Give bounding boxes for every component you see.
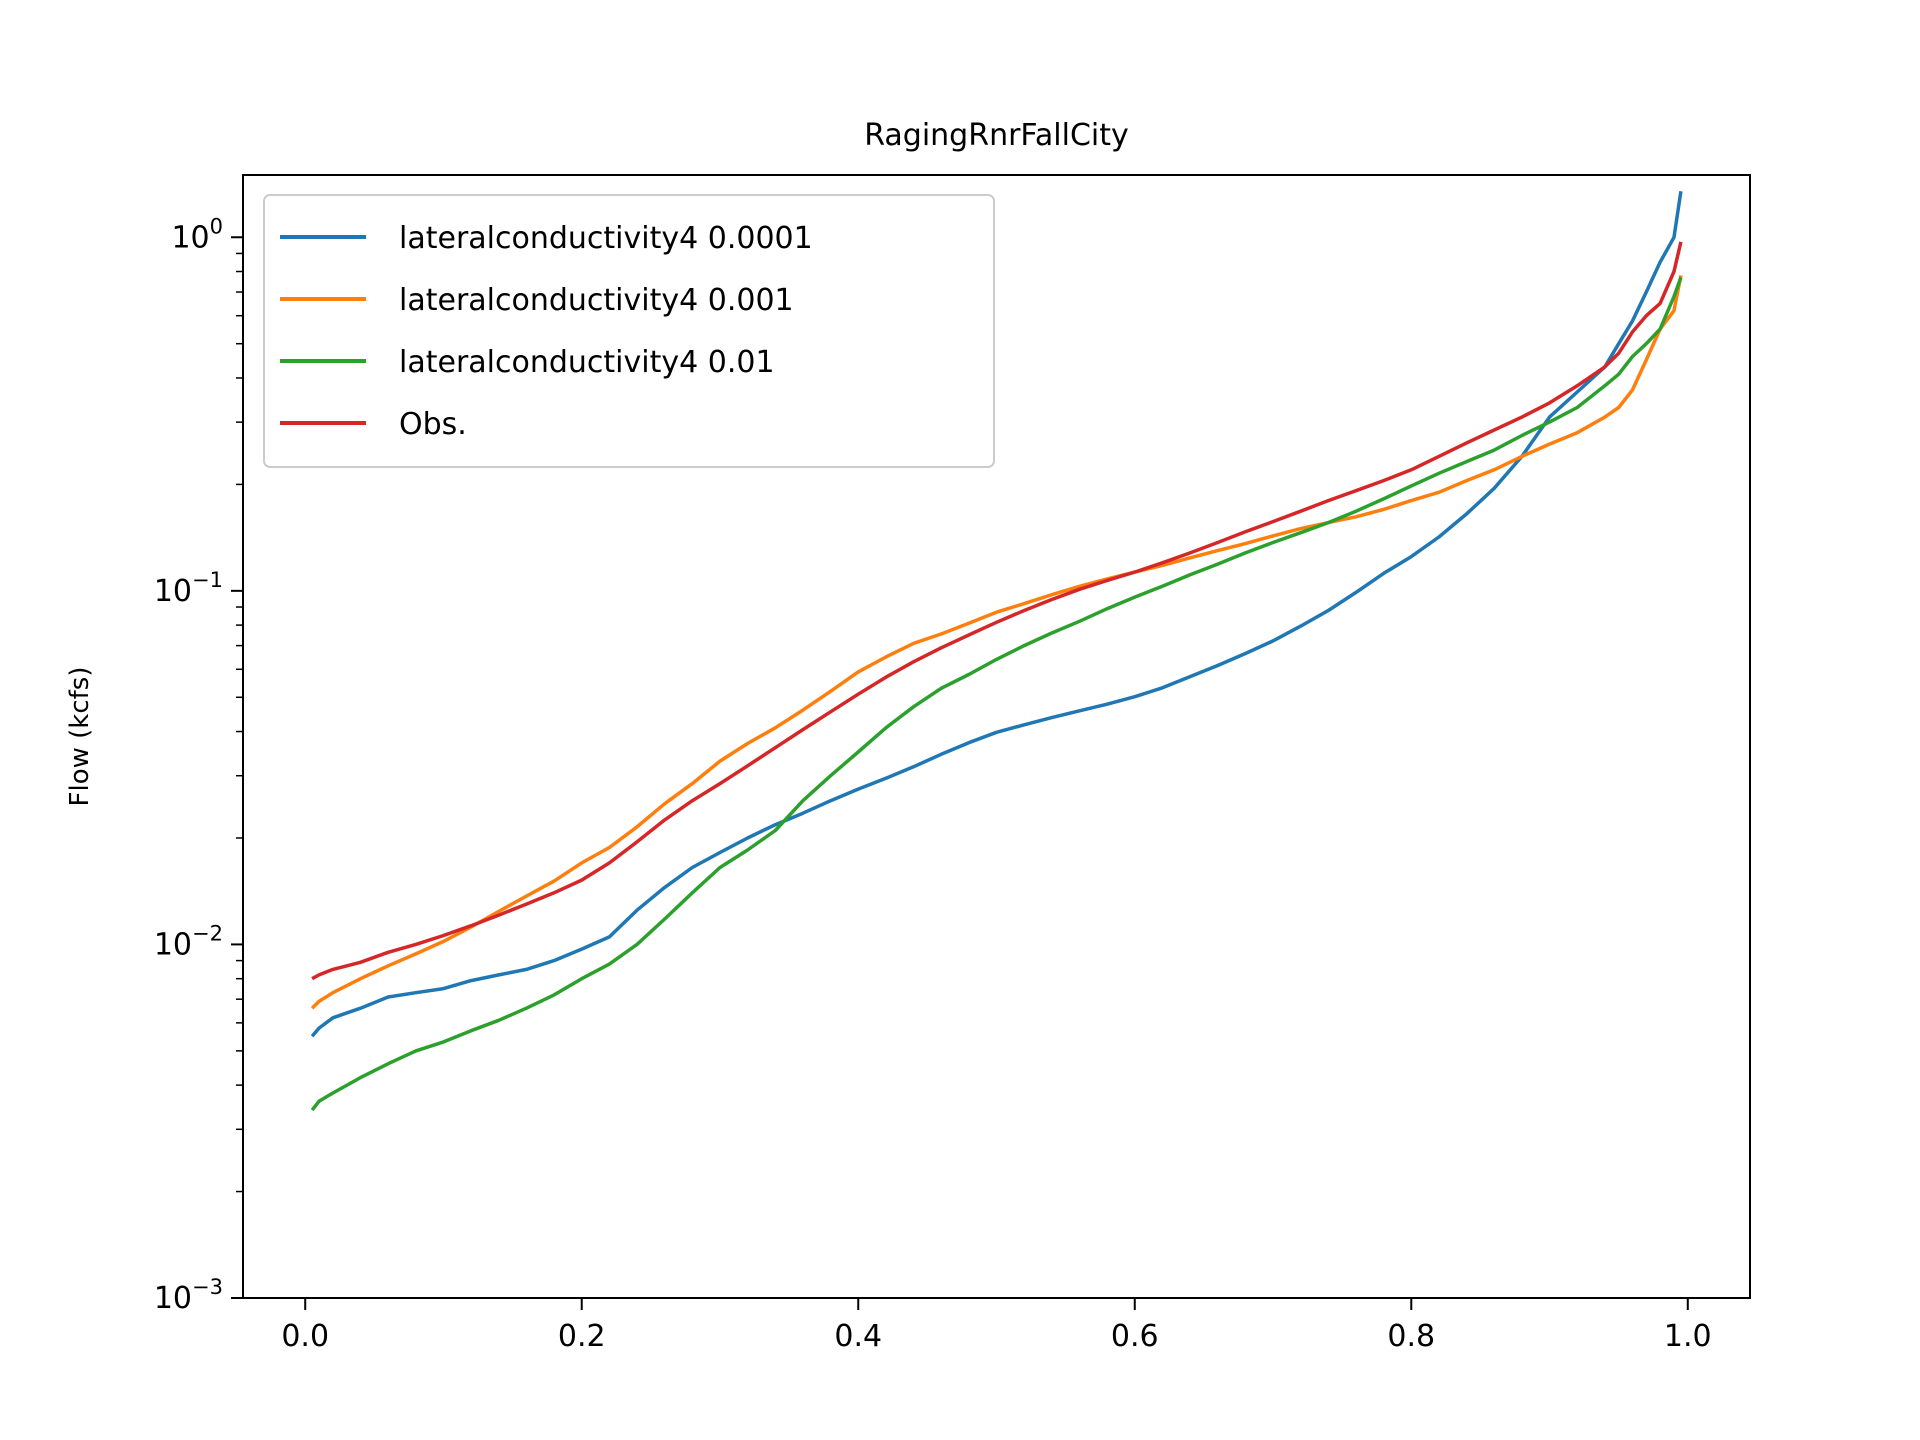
minor-tick-group xyxy=(236,252,243,1193)
plot-lines xyxy=(310,190,1683,1112)
y-tick-label: 10−3 xyxy=(154,1275,223,1316)
y-tick-label: 10−2 xyxy=(154,921,223,962)
x-tick-label: 0.8 xyxy=(1387,1319,1435,1354)
y-tick-label: 10−1 xyxy=(154,568,223,609)
x-tick-label: 0.6 xyxy=(1111,1319,1159,1354)
x-tick-label: 0.0 xyxy=(281,1319,329,1354)
legend: lateralconductivity4 0.0001 lateralconduc… xyxy=(263,194,995,468)
x-tick-label: 0.4 xyxy=(834,1319,882,1354)
series-line-3 xyxy=(310,276,1683,1112)
legend-label: lateralconductivity4 0.0001 xyxy=(399,221,813,256)
legend-label: lateralconductivity4 0.001 xyxy=(399,283,794,318)
major-tick-group xyxy=(231,236,1689,1310)
series-line-4 xyxy=(311,241,1683,981)
legend-label: lateralconductivity4 0.01 xyxy=(399,345,775,380)
chart-title: RagingRnrFallCity xyxy=(864,118,1129,153)
legend-box xyxy=(263,194,995,468)
tick-label-group: 100 10−1 10−2 10−3 0.0 0.2 0.4 0.6 0.8 1.0 xyxy=(154,214,1712,1354)
x-tick-label: 0.2 xyxy=(558,1319,606,1354)
series-line-2 xyxy=(310,275,1683,1010)
plot-frame xyxy=(242,174,1751,1299)
x-tick-label: 1.0 xyxy=(1664,1319,1712,1354)
legend-label: Obs. xyxy=(399,407,467,442)
y-tick-label: 100 xyxy=(171,214,223,255)
y-axis-label: Flow (kcfs) xyxy=(65,667,95,807)
